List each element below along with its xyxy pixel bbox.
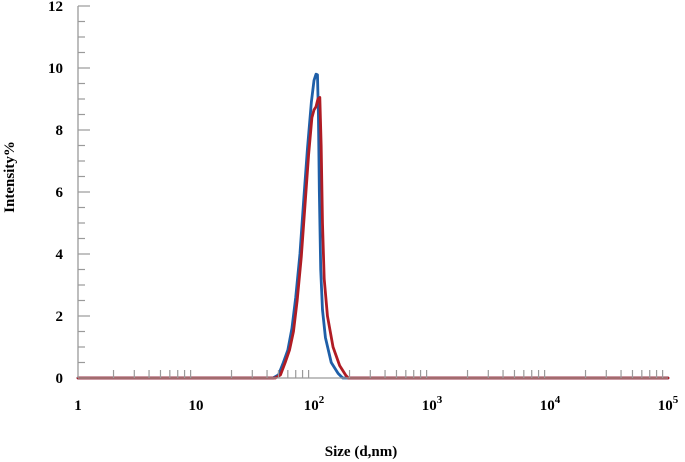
y-tick-label: 6 xyxy=(56,185,64,201)
y-tick-label: 2 xyxy=(56,309,64,325)
x-tick-label: 105 xyxy=(658,394,679,414)
x-tick-label: 10 xyxy=(189,398,204,414)
y-tick-label: 0 xyxy=(56,371,64,387)
y-tick-label: 12 xyxy=(48,0,63,15)
series-line-2 xyxy=(76,96,670,380)
labels-layer: 0 2 4 6 8 10 12 1 10 102 103 104 105 xyxy=(48,0,679,414)
series-line-1 xyxy=(76,72,670,380)
series-layer xyxy=(76,72,670,380)
y-axis-title: Intensity% xyxy=(2,141,18,213)
x-tick-label: 102 xyxy=(304,394,325,414)
y-tick-label: 8 xyxy=(56,123,64,139)
x-axis-title: Size (d,nm) xyxy=(325,444,398,460)
axes-layer xyxy=(77,6,668,379)
x-tick-label: 103 xyxy=(422,394,443,414)
y-tick-label: 4 xyxy=(56,247,64,263)
ticks-layer xyxy=(78,5,664,379)
x-tick-label: 104 xyxy=(540,394,561,414)
y-tick-label: 10 xyxy=(48,61,63,77)
x-tick-label: 1 xyxy=(74,398,82,414)
